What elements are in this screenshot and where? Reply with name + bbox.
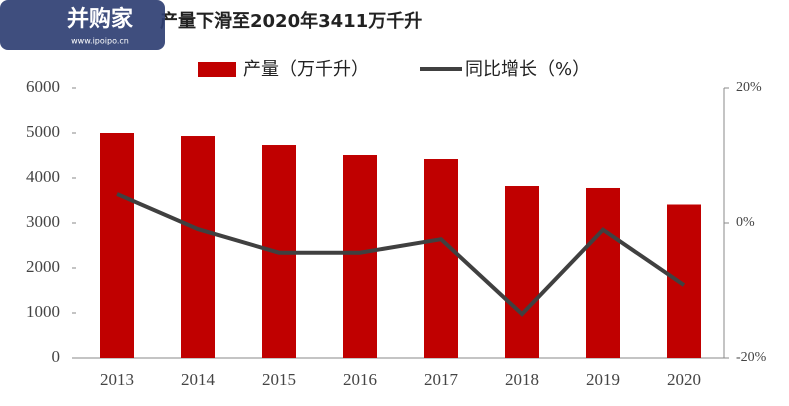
y-tick-label: 0 [52, 347, 61, 366]
bar [586, 187, 620, 358]
watermark-site: www.ipoipo.cn [71, 37, 129, 46]
watermark-brand: 并购家 [67, 6, 134, 32]
legend-label: 同比增长（%） [465, 59, 590, 80]
x-tick-label: 2013 [100, 370, 134, 389]
x-tick-label: 2014 [181, 370, 216, 389]
chart-title: 产量下滑至2020年3411万千升 [160, 10, 422, 32]
bar [667, 204, 701, 358]
x-tick-label: 2019 [586, 370, 620, 389]
y-tick-label: 4000 [26, 167, 60, 186]
y-tick-label: 5000 [26, 122, 60, 141]
y-tick-label: 3000 [26, 212, 60, 231]
x-tick-label: 2016 [343, 370, 377, 389]
bar [100, 133, 134, 358]
x-tick-label: 2020 [667, 370, 701, 389]
x-tick-label: 2015 [262, 370, 296, 389]
y-tick-label: 2000 [26, 257, 60, 276]
y2-tick-label: -20% [736, 350, 767, 365]
watermark-box [0, 0, 165, 50]
bar [505, 186, 539, 358]
y-tick-label: 6000 [26, 77, 60, 96]
y-tick-label: 1000 [26, 302, 60, 321]
bar [181, 136, 215, 358]
x-tick-label: 2017 [424, 370, 459, 389]
y2-tick-label: 20% [736, 80, 762, 95]
line [116, 192, 686, 317]
bar [343, 155, 377, 358]
legend-swatch [198, 62, 236, 77]
watermark: 并购家 www.ipoipo.cn [0, 0, 165, 50]
bar [424, 159, 458, 358]
y2-tick-label: 0% [736, 215, 755, 230]
legend-label: 产量（万千升） [243, 59, 369, 80]
x-tick-label: 2018 [505, 370, 539, 389]
